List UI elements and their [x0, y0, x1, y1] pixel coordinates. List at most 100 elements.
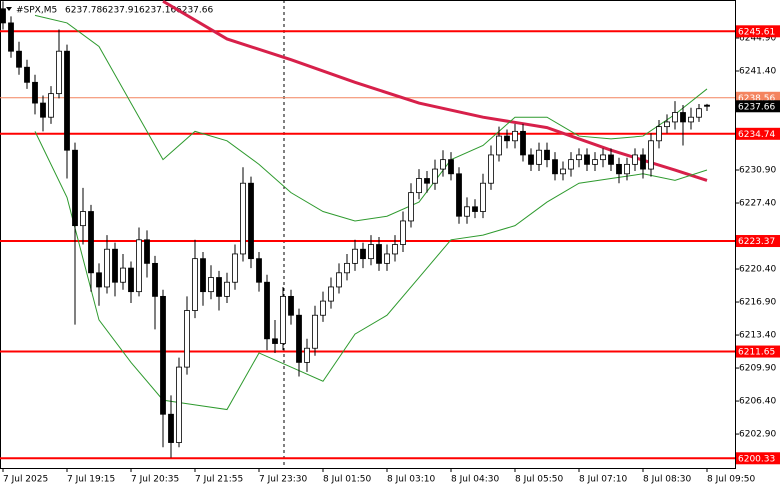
- candle-body: [592, 159, 598, 165]
- candle-body: [496, 135, 502, 156]
- candle-body: [544, 149, 550, 161]
- candle-body: [312, 314, 318, 349]
- y-tick-label: 6213.40: [739, 331, 776, 341]
- candle-body: [96, 272, 102, 288]
- menu-arrow: [6, 7, 12, 11]
- candle-body: [152, 262, 158, 297]
- candle-body: [240, 182, 246, 255]
- ohlc-high: 6237.91: [102, 6, 139, 16]
- candle-body: [224, 281, 230, 297]
- candle-body: [64, 50, 70, 151]
- x-tick-label: 8 Jul 09:50: [707, 475, 756, 485]
- last-price-bg: [736, 100, 780, 113]
- candle-body: [280, 295, 286, 344]
- candle-body: [400, 220, 406, 245]
- candle-body: [192, 258, 198, 311]
- candle-body: [648, 140, 654, 170]
- x-tick-label: 7 Jul 21:55: [195, 475, 243, 485]
- candle-body: [104, 248, 110, 288]
- candle-body: [296, 314, 302, 363]
- candle-body: [536, 149, 542, 165]
- candle-body: [672, 112, 678, 123]
- candle-body: [352, 248, 358, 264]
- candle-body: [664, 121, 670, 128]
- level-label: 6234.74: [738, 130, 775, 140]
- candle-body: [200, 258, 206, 293]
- candle-body: [616, 163, 622, 175]
- y-tick-label: 6227.40: [739, 199, 776, 209]
- y-tick-label: 6216.90: [739, 298, 776, 308]
- candle-body: [416, 178, 422, 194]
- candle-body: [520, 130, 526, 156]
- level-label-bg: [736, 452, 780, 465]
- candle-body: [424, 178, 430, 184]
- candle-body: [432, 168, 438, 184]
- candle-body: [24, 66, 30, 83]
- candle-body: [256, 258, 262, 283]
- candle-body: [392, 244, 398, 255]
- level-label: 6200.33: [738, 454, 775, 464]
- candle-body: [576, 154, 582, 161]
- x-tick-label: 8 Jul 03:10: [387, 475, 436, 485]
- candle-body: [440, 159, 446, 170]
- candle-body: [504, 135, 510, 142]
- candle-body: [232, 253, 238, 283]
- candle-body: [704, 104, 710, 107]
- level-label-bg: [736, 345, 780, 358]
- candle-body: [320, 300, 326, 316]
- candle-body: [328, 286, 334, 302]
- candle-body: [336, 272, 342, 288]
- x-tick-label: 7 Jul 2025: [3, 475, 48, 485]
- candle-body: [80, 211, 86, 227]
- candle-body: [696, 108, 702, 118]
- candle-body: [408, 192, 414, 222]
- candle-body: [32, 81, 38, 104]
- x-tick-label: 7 Jul 19:15: [67, 475, 115, 485]
- candle-body: [40, 102, 46, 118]
- indicator-line: [34, 131, 708, 411]
- candle-body: [8, 22, 14, 52]
- candle-body: [48, 93, 54, 118]
- x-tick-label: 7 Jul 23:30: [259, 475, 308, 485]
- candle-body: [656, 126, 662, 142]
- y-tick-label: 6206.40: [739, 397, 776, 407]
- level-label: 6245.61: [738, 27, 775, 37]
- indicator-line: [34, 14, 708, 222]
- candle-body: [456, 173, 462, 217]
- x-tick-label: 8 Jul 07:10: [579, 475, 628, 485]
- candle-body: [632, 154, 638, 165]
- x-tick-label: 7 Jul 20:35: [131, 475, 179, 485]
- candle-body: [216, 277, 222, 297]
- x-tick-label: 8 Jul 08:30: [643, 475, 692, 485]
- candle-body: [560, 168, 566, 175]
- candle-body: [304, 347, 310, 363]
- candle-body: [144, 239, 150, 264]
- y-tick-label: 6209.90: [739, 364, 776, 374]
- candle-body: [368, 244, 374, 260]
- candle-body: [552, 159, 558, 175]
- candle-body: [464, 206, 470, 217]
- level-label-bg: [736, 235, 780, 248]
- x-tick-label: 8 Jul 05:50: [515, 475, 564, 485]
- ohlc-low: 6237.16: [139, 6, 176, 16]
- level-label-bg: [736, 25, 780, 38]
- candle-body: [568, 159, 574, 170]
- candle-body: [128, 267, 134, 293]
- candle-body: [640, 154, 646, 170]
- candle-body: [88, 211, 94, 274]
- x-tick-label: 8 Jul 01:50: [323, 475, 372, 485]
- candle-body: [288, 295, 294, 316]
- x-tick-label: 8 Jul 04:30: [451, 475, 500, 485]
- candle-body: [480, 182, 486, 212]
- plot-frame: [0, 0, 736, 469]
- candle-body: [120, 267, 126, 283]
- candle-body: [208, 277, 214, 293]
- candle-body: [136, 239, 142, 293]
- level-label: 6223.37: [738, 237, 775, 247]
- candle-body: [600, 154, 606, 161]
- y-tick-label: 6202.90: [739, 430, 776, 440]
- candle-body: [472, 206, 478, 212]
- candle-body: [608, 154, 614, 165]
